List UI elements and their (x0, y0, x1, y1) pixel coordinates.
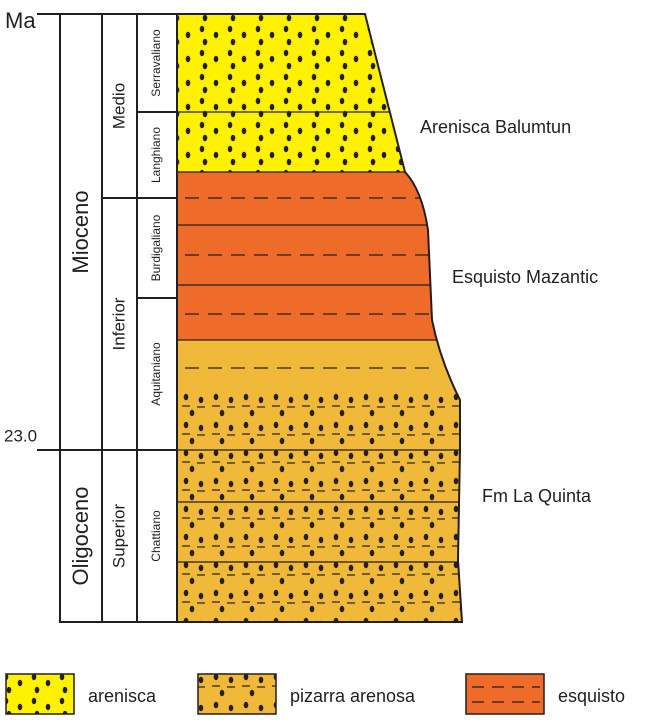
stage: Serravaliano (149, 29, 163, 97)
stage: Chattiano (149, 510, 163, 562)
legend-swatch (465, 673, 545, 715)
epoch: Mioceno (68, 190, 93, 273)
legend-label: esquisto (558, 686, 625, 706)
boundary-age: 23.0 (4, 426, 37, 445)
legend-label: pizarra arenosa (290, 686, 416, 706)
subepoch: Medio (109, 83, 128, 129)
stage: Langhiano (149, 127, 163, 183)
stage: Aquitaniano (149, 342, 163, 406)
stage: Burdigaliano (149, 214, 163, 281)
subepoch: Inferior (109, 297, 128, 350)
subepoch: Superior (109, 504, 128, 569)
formation-label: Fm La Quinta (482, 486, 592, 506)
rock-column (177, 14, 462, 622)
formation-label: Arenisca Balumtun (420, 117, 571, 137)
legend-swatch (5, 673, 75, 715)
axis-unit: Ma (5, 8, 36, 33)
legend-swatch (197, 673, 277, 715)
legend-label: arenisca (88, 686, 157, 706)
formation-label: Esquisto Mazantic (452, 267, 598, 287)
epoch: Oligoceno (68, 486, 93, 585)
